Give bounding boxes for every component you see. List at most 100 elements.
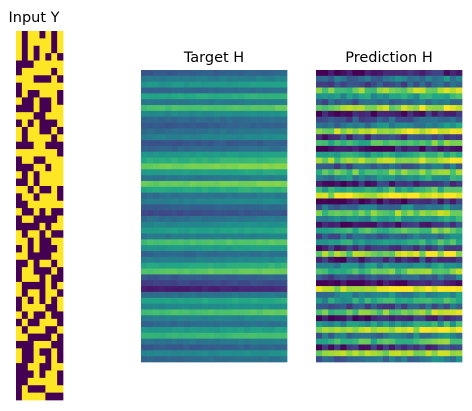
heatmap-cell (238, 303, 245, 310)
heatmap-cell (238, 286, 245, 293)
heatmap-cell (425, 233, 432, 240)
heatmap-cell (443, 99, 451, 106)
heatmap-cell (376, 151, 384, 158)
heatmap-cell (16, 289, 23, 298)
heatmap-cell (280, 286, 288, 293)
heatmap-cell (455, 145, 463, 153)
heatmap-cell (33, 363, 40, 371)
heatmap-cell (262, 262, 270, 269)
heatmap-cell (437, 268, 445, 275)
heatmap-cell (153, 70, 160, 77)
heatmap-cell (334, 70, 341, 77)
heatmap-cell (431, 99, 439, 106)
heatmap-cell (352, 297, 359, 304)
heatmap-cell (419, 122, 426, 129)
heatmap-cell (274, 216, 282, 223)
heatmap-cell (316, 268, 323, 275)
heatmap-cell (316, 116, 323, 123)
heatmap-cell (207, 75, 215, 83)
heatmap-cell (443, 157, 451, 164)
heatmap-cell (322, 274, 329, 281)
heatmap-cell (159, 280, 166, 287)
heatmap-cell (51, 392, 58, 401)
heatmap-cell (220, 204, 227, 211)
heatmap-cell (280, 134, 288, 141)
heatmap-cell (280, 315, 288, 322)
heatmap-cell (316, 356, 323, 363)
heatmap-cell (340, 315, 347, 322)
heatmap-cell (147, 221, 154, 229)
heatmap-cell (195, 198, 203, 205)
heatmap-cell (159, 81, 166, 88)
heatmap-cell (449, 75, 457, 83)
heatmap-cell (189, 210, 197, 217)
heatmap-cell (449, 204, 457, 211)
heatmap-cell (214, 198, 221, 205)
heatmap-cell (51, 326, 58, 334)
heatmap-cell (352, 332, 359, 339)
heatmap-cell (226, 157, 233, 164)
heatmap-cell (220, 122, 227, 129)
heatmap-cell (455, 227, 463, 234)
heatmap-cell (195, 239, 203, 246)
heatmap-cell (33, 31, 40, 39)
heatmap-cell (280, 233, 288, 240)
heatmap-cell (389, 175, 396, 182)
heatmap-cell (159, 163, 166, 170)
heatmap-cell (437, 262, 445, 269)
heatmap-cell (16, 208, 23, 216)
heatmap-cell (165, 198, 172, 205)
heatmap-cell (364, 239, 372, 246)
heatmap-cell (220, 251, 227, 258)
heatmap-cell (171, 157, 178, 164)
heatmap-cell (232, 210, 239, 217)
heatmap-cell (195, 256, 203, 264)
heatmap-cell (141, 315, 148, 322)
heatmap-cell (33, 311, 40, 320)
heatmap-cell (183, 256, 191, 264)
heatmap-cell (401, 221, 408, 229)
heatmap-cell (189, 233, 197, 240)
heatmap-cell (214, 192, 221, 199)
heatmap-cell (455, 93, 463, 100)
heatmap-cell (177, 87, 184, 94)
heatmap-cell (262, 245, 270, 252)
heatmap-cell (382, 356, 390, 363)
heatmap-cell (407, 122, 414, 129)
heatmap-cell (334, 93, 341, 100)
heatmap-cell (141, 157, 148, 164)
heatmap-cell (171, 192, 178, 199)
heatmap-cell (425, 297, 432, 304)
heatmap-cell (45, 90, 52, 98)
heatmap-cell (256, 99, 264, 106)
heatmap-cell (207, 151, 215, 158)
heatmap-cell (431, 297, 439, 304)
heatmap-cell (389, 356, 396, 363)
heatmap-cell (159, 93, 166, 100)
heatmap-cell (171, 105, 178, 112)
heatmap-cell (165, 326, 172, 334)
heatmap-cell (334, 110, 341, 118)
heatmap-cell (413, 332, 420, 339)
heatmap-cell (358, 321, 366, 328)
heatmap-cell (57, 178, 64, 187)
heatmap-cell (328, 134, 335, 141)
heatmap-cell (27, 104, 34, 113)
heatmap-cell (370, 134, 378, 141)
heatmap-cell (214, 145, 221, 153)
heatmap-cell (27, 370, 34, 379)
heatmap-cell (226, 122, 233, 129)
heatmap-cell (425, 274, 432, 281)
heatmap-cell (27, 222, 34, 231)
heatmap-cell (370, 245, 378, 252)
heatmap-cell (407, 338, 414, 345)
heatmap-cell (382, 140, 390, 147)
heatmap-cell (214, 70, 221, 77)
heatmap-cell (395, 239, 402, 246)
heatmap-cell (419, 338, 426, 345)
heatmap-cell (340, 169, 347, 176)
heatmap-cell (141, 116, 148, 123)
heatmap-cell (39, 112, 46, 120)
heatmap-cell (334, 116, 341, 123)
heatmap-cell (141, 251, 148, 258)
